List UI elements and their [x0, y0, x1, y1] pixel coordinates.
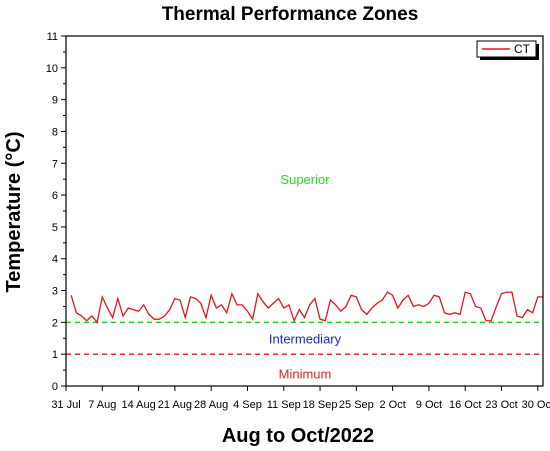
x-tick-label: 28 Aug	[194, 399, 228, 411]
x-tick-label: 9 Oct	[416, 399, 442, 411]
zone-label-intermediary: Intermediary	[269, 331, 342, 346]
zone-label-minimum: Minimum	[279, 366, 332, 381]
series-line-ct	[70, 291, 543, 324]
y-tick-label: 10	[46, 63, 58, 75]
y-tick-label: 11	[47, 31, 58, 43]
x-tick-label: 23 Oct	[485, 399, 517, 411]
y-tick-label: 3	[52, 286, 58, 298]
chart-title: Thermal Performance Zones	[162, 4, 419, 25]
y-tick-label: 2	[52, 317, 58, 329]
y-tick-label: 1	[52, 349, 58, 361]
x-tick-label: 11 Sep	[267, 399, 301, 411]
legend-label-ct: CT	[514, 42, 531, 56]
x-tick-label: 16 Oct	[449, 399, 481, 411]
y-tick-label: 4	[52, 254, 58, 266]
y-tick-label: 7	[52, 158, 58, 170]
y-tick-label: 0	[52, 381, 58, 393]
legend: CT	[476, 40, 539, 60]
y-tick-label: 9	[52, 95, 58, 107]
y-tick-label: 6	[52, 190, 58, 202]
x-tick-label: 30 Oct	[522, 399, 550, 411]
x-tick-label: 14 Aug	[121, 399, 155, 411]
x-tick-label: 25 Sep	[339, 399, 374, 411]
x-axis-label: Aug to Oct/2022	[222, 425, 374, 447]
x-tick-label: 21 Aug	[158, 399, 192, 411]
y-axis-label: Temperature (°C)	[3, 132, 25, 293]
x-tick-label: 18 Sep	[303, 399, 338, 411]
y-tick-label: 5	[52, 222, 58, 234]
x-tick-label: 4 Sep	[233, 399, 262, 411]
x-tick-label: 31 Jul	[51, 399, 80, 411]
x-tick-label: 2 Oct	[379, 399, 405, 411]
x-tick-label: 7 Aug	[88, 399, 116, 411]
y-tick-label: 8	[52, 126, 58, 138]
zone-label-superior: Superior	[280, 172, 330, 187]
